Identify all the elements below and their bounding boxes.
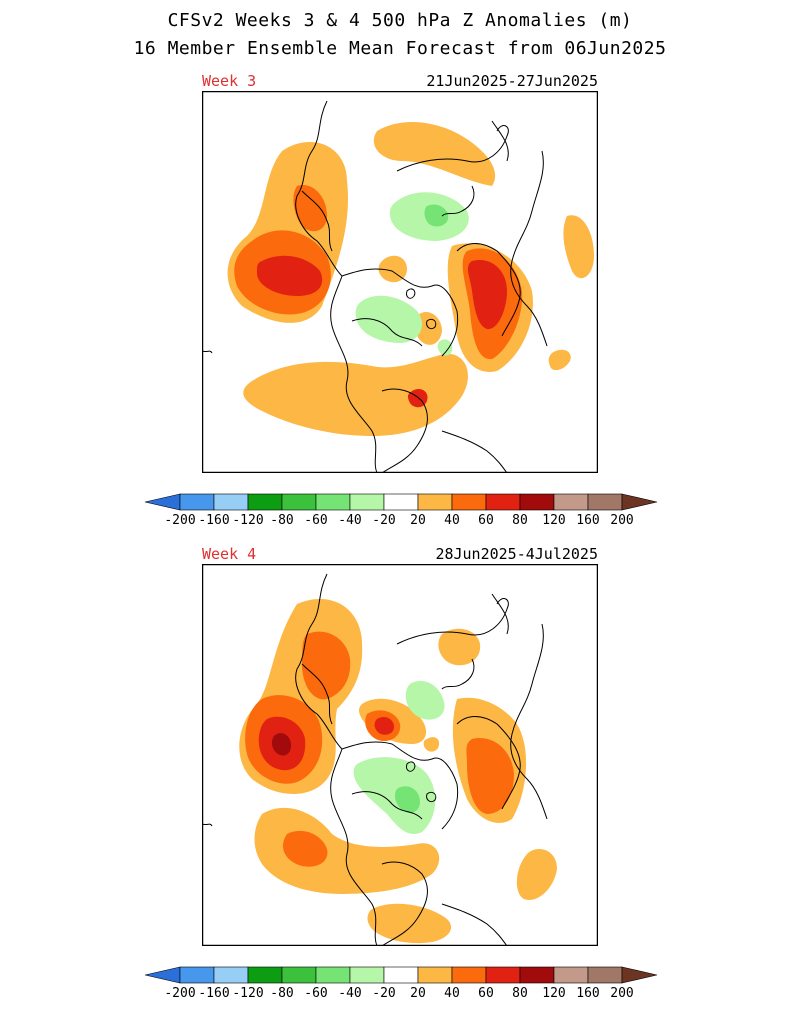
- colorbar-swatch: [587, 966, 623, 984]
- colorbar-swatch: [417, 966, 453, 984]
- anomaly-neg-40-60-region: [394, 786, 420, 813]
- colorbar-swatches: -200 -160 -120 -80 -60 -40 -20 20 40 60 80 120 160 20…: [144, 966, 658, 1001]
- colorbar-swatch: [621, 493, 658, 511]
- colorbar-swatch: [519, 966, 555, 984]
- colorbar-tick-label: 80: [512, 986, 528, 1001]
- colorbar-swatch: [553, 493, 589, 511]
- colorbar-tick-label: -200: [164, 513, 195, 528]
- anomaly-neg-20-40-region: [353, 680, 445, 834]
- colorbar-swatch: [144, 966, 181, 984]
- colorbar-swatch: [519, 493, 555, 511]
- colorbar-swatch: [281, 966, 317, 984]
- colorbar-tick-label: 120: [542, 513, 565, 528]
- colorbar-swatch: [417, 493, 453, 511]
- colorbar-tick-label: -60: [304, 513, 327, 528]
- colorbar-swatch: [451, 966, 487, 984]
- colorbar-tick-label: 160: [576, 986, 599, 1001]
- anomaly-neg-20-40-region: [355, 192, 469, 356]
- colorbar-swatches: -200 -160 -120 -80 -60 -40 -20 20 40 60 80 120 160 20…: [144, 493, 658, 528]
- colorbar-swatch: [587, 493, 623, 511]
- colorbar-tick-label: -160: [198, 513, 229, 528]
- colorbar-tick-label: -80: [270, 513, 293, 528]
- colorbar-swatch: [247, 493, 283, 511]
- colorbar-swatch: [179, 966, 215, 984]
- colorbar-swatch: [451, 493, 487, 511]
- week4-anomaly-map: [202, 564, 598, 946]
- coastlines: [202, 100, 548, 473]
- colorbar-tick-label: 40: [444, 513, 460, 528]
- map-title: CFSv2 Weeks 3 & 4 500 hPa Z Anomalies (m…: [167, 10, 633, 31]
- colorbar-tick-label: -160: [198, 986, 229, 1001]
- colorbar-tick-label: -20: [372, 986, 395, 1001]
- colorbar-swatch: [383, 493, 419, 511]
- colorbar-swatch: [315, 493, 351, 511]
- colorbar-tick-label: -200: [164, 986, 195, 1001]
- colorbar-swatch: [247, 966, 283, 984]
- colorbar-swatch: [213, 966, 249, 984]
- colorbar-swatch: [383, 966, 419, 984]
- panel-date-range: 21Jun2025-27Jun2025: [426, 72, 598, 90]
- colorbar-swatch: [281, 493, 317, 511]
- coastlines: [202, 573, 548, 946]
- colorbar-tick-label: -120: [232, 513, 263, 528]
- colorbar-tick-label: -80: [270, 986, 293, 1001]
- colorbar-swatch: [349, 493, 385, 511]
- colorbar-swatch: [179, 493, 215, 511]
- colorbar-swatch: [485, 493, 521, 511]
- colorbar-tick-label: 60: [478, 513, 494, 528]
- colorbar-tick-label: 20: [410, 986, 426, 1001]
- panel-date-range: 28Jun2025-4Jul2025: [435, 545, 598, 563]
- colorbar-tick-label: 120: [542, 986, 565, 1001]
- colorbar-tick-label: -20: [372, 513, 395, 528]
- colorbar-tick-label: 200: [610, 513, 633, 528]
- map-subtitle: 16 Member Ensemble Mean Forecast from 06…: [133, 38, 667, 59]
- colorbar-tick-label: 20: [410, 513, 426, 528]
- colorbar-swatch: [315, 966, 351, 984]
- colorbar-tick-label: -40: [338, 986, 361, 1001]
- week3-anomaly-map: [202, 91, 598, 473]
- colorbar-swatch: [553, 966, 589, 984]
- colorbar-swatch: [485, 966, 521, 984]
- colorbar-tick-label: 40: [444, 986, 460, 1001]
- colorbar-swatch: [213, 493, 249, 511]
- panel-week-label: Week 4: [202, 545, 257, 563]
- colorbar-tick-label: 160: [576, 513, 599, 528]
- colorbar-swatch: [349, 966, 385, 984]
- colorbar-tick-label: -40: [338, 513, 361, 528]
- colorbar-tick-label: -60: [304, 986, 327, 1001]
- anomaly-neg-40-60-region: [424, 204, 449, 227]
- colorbar-tick-label: 60: [478, 986, 494, 1001]
- anomaly-40-60-region: [245, 631, 514, 867]
- anomaly-80-120-region: [271, 733, 292, 756]
- colorbar-tick-label: -120: [232, 986, 263, 1001]
- colorbar-tick-label: 200: [610, 986, 633, 1001]
- colorbar-tick-label: 80: [512, 513, 528, 528]
- colorbar: -200 -160 -120 -80 -60 -40 -20 20 40 60 80 120 160 20…: [0, 965, 800, 1005]
- colorbar: -200 -160 -120 -80 -60 -40 -20 20 40 60 80 120 160 20…: [0, 492, 800, 532]
- colorbar-swatch: [144, 493, 181, 511]
- panel-week-label: Week 3: [202, 72, 257, 90]
- colorbar-swatch: [621, 966, 658, 984]
